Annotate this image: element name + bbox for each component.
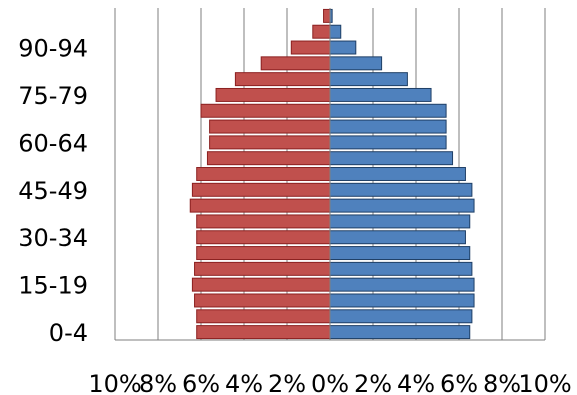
bar-right-75-79 bbox=[329, 87, 432, 102]
x-tick-label-0: 10% bbox=[88, 370, 141, 395]
bar-left-60-64 bbox=[209, 135, 331, 150]
bar-left-70-74 bbox=[200, 103, 331, 118]
bar-right-80-84 bbox=[329, 72, 408, 87]
age-group-labels: 0-4 15-19 30-34 45-49 60-64 75-79 90-94 bbox=[18, 35, 88, 348]
bar-left-50-54 bbox=[196, 167, 331, 181]
bar-right-60-64 bbox=[329, 135, 447, 150]
bar-left-40-44 bbox=[189, 198, 331, 213]
bar-right-65-69 bbox=[329, 119, 447, 134]
bar-right-0-4 bbox=[329, 325, 471, 340]
y-tick-label-75-79: 75-79 bbox=[18, 82, 88, 110]
bar-left-90-94 bbox=[290, 40, 331, 55]
bar-left-95-99 bbox=[312, 24, 331, 39]
bar-right-85-89 bbox=[329, 56, 383, 71]
x-tick-label-4: 2% bbox=[268, 370, 306, 395]
x-tick-label-6: 2% bbox=[354, 370, 392, 395]
y-tick-label-60-64: 60-64 bbox=[18, 129, 88, 157]
x-tick-label-5: 0% bbox=[311, 370, 349, 395]
bar-left-35-39 bbox=[196, 214, 331, 229]
bar-right-35-39 bbox=[329, 214, 471, 229]
bar-left-10-14 bbox=[194, 293, 331, 308]
x-tick-label-1: 8% bbox=[139, 370, 177, 395]
bar-right-15-19 bbox=[329, 277, 475, 292]
bar-left-25-29 bbox=[196, 246, 331, 261]
bar-left-80-84 bbox=[234, 72, 331, 87]
bar-right-95-99 bbox=[329, 24, 342, 39]
x-tick-label-10: 10% bbox=[518, 370, 571, 395]
bar-right-90-94 bbox=[329, 40, 357, 55]
bar-right-5-9 bbox=[329, 309, 473, 324]
bar-left-75-79 bbox=[215, 87, 331, 102]
bars bbox=[189, 8, 475, 340]
bar-left-5-9 bbox=[196, 309, 331, 324]
bar-right-30-34 bbox=[329, 230, 466, 245]
x-tick-label-3: 4% bbox=[225, 370, 263, 395]
bar-left-85-89 bbox=[260, 56, 331, 71]
bar-left-15-19 bbox=[191, 277, 331, 292]
bar-right-20-24 bbox=[329, 261, 473, 276]
bar-left-20-24 bbox=[194, 261, 331, 276]
axes bbox=[115, 8, 545, 341]
bar-left-0-4 bbox=[196, 325, 331, 340]
bar-left-55-59 bbox=[206, 151, 331, 166]
y-tick-label-30-34: 30-34 bbox=[18, 224, 88, 252]
y-tick-label-45-49: 45-49 bbox=[18, 177, 88, 205]
bar-left-45-49 bbox=[191, 182, 331, 197]
bar-right-55-59 bbox=[329, 151, 454, 166]
bar-left-30-34 bbox=[196, 230, 331, 245]
percent-tick-labels: 10%8% 6% 4% 2% 0% 2% 4% 6% 8%10% bbox=[88, 370, 571, 395]
x-tick-label-7: 4% bbox=[397, 370, 435, 395]
bar-right-70-74 bbox=[329, 103, 447, 118]
bar-right-40-44 bbox=[329, 198, 475, 213]
bar-right-50-54 bbox=[329, 167, 466, 181]
bar-left-65-69 bbox=[209, 119, 331, 134]
x-tick-label-9: 8% bbox=[483, 370, 521, 395]
y-tick-label-15-19: 15-19 bbox=[18, 272, 88, 300]
x-tick-label-2: 6% bbox=[182, 370, 220, 395]
bar-left-100+ bbox=[323, 8, 331, 23]
y-tick-label-0-4: 0-4 bbox=[49, 319, 88, 347]
y-tick-label-90-94: 90-94 bbox=[18, 35, 88, 63]
bar-right-10-14 bbox=[329, 293, 475, 308]
x-tick-label-8: 6% bbox=[440, 370, 478, 395]
bar-right-45-49 bbox=[329, 182, 473, 197]
bar-right-25-29 bbox=[329, 246, 471, 261]
